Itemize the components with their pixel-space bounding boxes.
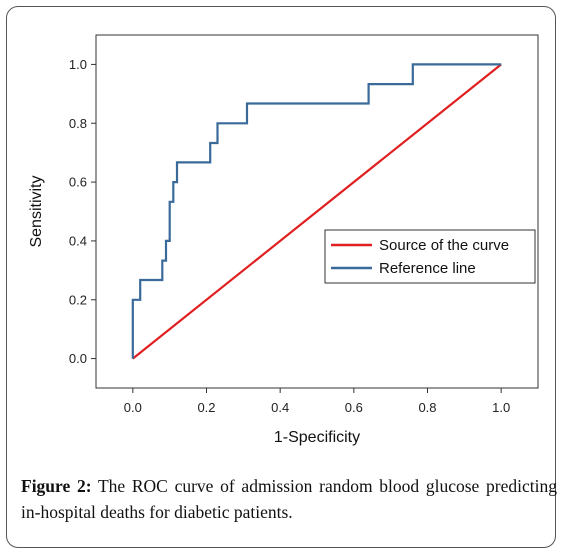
series-line-reference — [131, 63, 502, 359]
legend-label-source: Source of the curve — [379, 237, 509, 254]
y-tick-label: 0.8 — [69, 116, 87, 131]
legend-label-reference: Reference line — [379, 260, 476, 277]
x-tick-label: 0.2 — [197, 400, 215, 415]
y-tick-label: 0.2 — [69, 292, 87, 307]
x-axis-title: 1-Specificity — [274, 429, 360, 446]
legend-box — [324, 229, 536, 284]
caption-text: The ROC curve of admission random blood … — [21, 476, 557, 522]
caption-label: Figure 2: — [21, 476, 92, 496]
figure-caption: Figure 2: The ROC curve of admission ran… — [21, 473, 557, 525]
y-tick-label: 0.6 — [69, 175, 87, 190]
x-tick-label: 0.6 — [345, 400, 363, 415]
y-tick-label: 1.0 — [69, 57, 87, 72]
series-line-source — [132, 63, 502, 360]
roc-chart: 0.0 0.2 0.4 0.6 0.8 1.0 0.0 0.2 0.4 0.6 0.8 1.0 1-S… — [28, 34, 539, 446]
y-tick-label: 0.4 — [69, 233, 87, 248]
y-axis-title: Sensitivity — [28, 175, 45, 247]
x-tick-label: 1.0 — [492, 400, 510, 415]
figure-frame: 0.0 0.2 0.4 0.6 0.8 1.0 0.0 0.2 0.4 0.6 0.8 1.0 1-S… — [6, 6, 557, 548]
plot-area — [95, 34, 539, 389]
y-tick-label: 0.0 — [69, 351, 87, 366]
legend: Source of the curve Reference line — [324, 229, 536, 284]
x-tick-label: 0.4 — [271, 400, 289, 415]
x-tick-label: 0.8 — [418, 400, 436, 415]
x-tick-label: 0.0 — [124, 400, 142, 415]
